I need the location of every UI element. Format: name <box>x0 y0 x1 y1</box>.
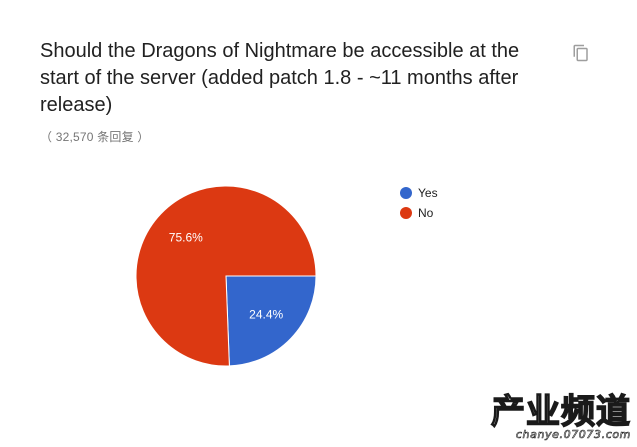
watermark: 产业频道 chanye.07073.com <box>490 392 631 442</box>
watermark-url: chanye.07073.com <box>515 428 631 442</box>
pie-label-no: 75.6% <box>169 230 203 244</box>
legend-swatch-no <box>400 207 412 219</box>
legend-item-no[interactable]: No <box>400 203 438 223</box>
response-count: （ 32,570 条回复 ） <box>40 130 150 144</box>
copy-button[interactable] <box>568 40 594 66</box>
pie-label-yes: 24.4% <box>249 308 283 322</box>
question-title: Should the Dragons of Nightmare be acces… <box>40 40 520 116</box>
copy-icon <box>573 44 588 62</box>
legend-item-yes[interactable]: Yes <box>400 183 438 203</box>
chart-legend: Yes No <box>400 183 438 223</box>
legend-label-yes: Yes <box>418 186 438 200</box>
legend-swatch-yes <box>400 187 412 199</box>
legend-label-no: No <box>418 206 434 220</box>
watermark-logo: 产业频道 <box>490 392 631 432</box>
pie-slice-yes[interactable] <box>225 275 317 367</box>
pie-slice-no[interactable] <box>135 185 317 367</box>
